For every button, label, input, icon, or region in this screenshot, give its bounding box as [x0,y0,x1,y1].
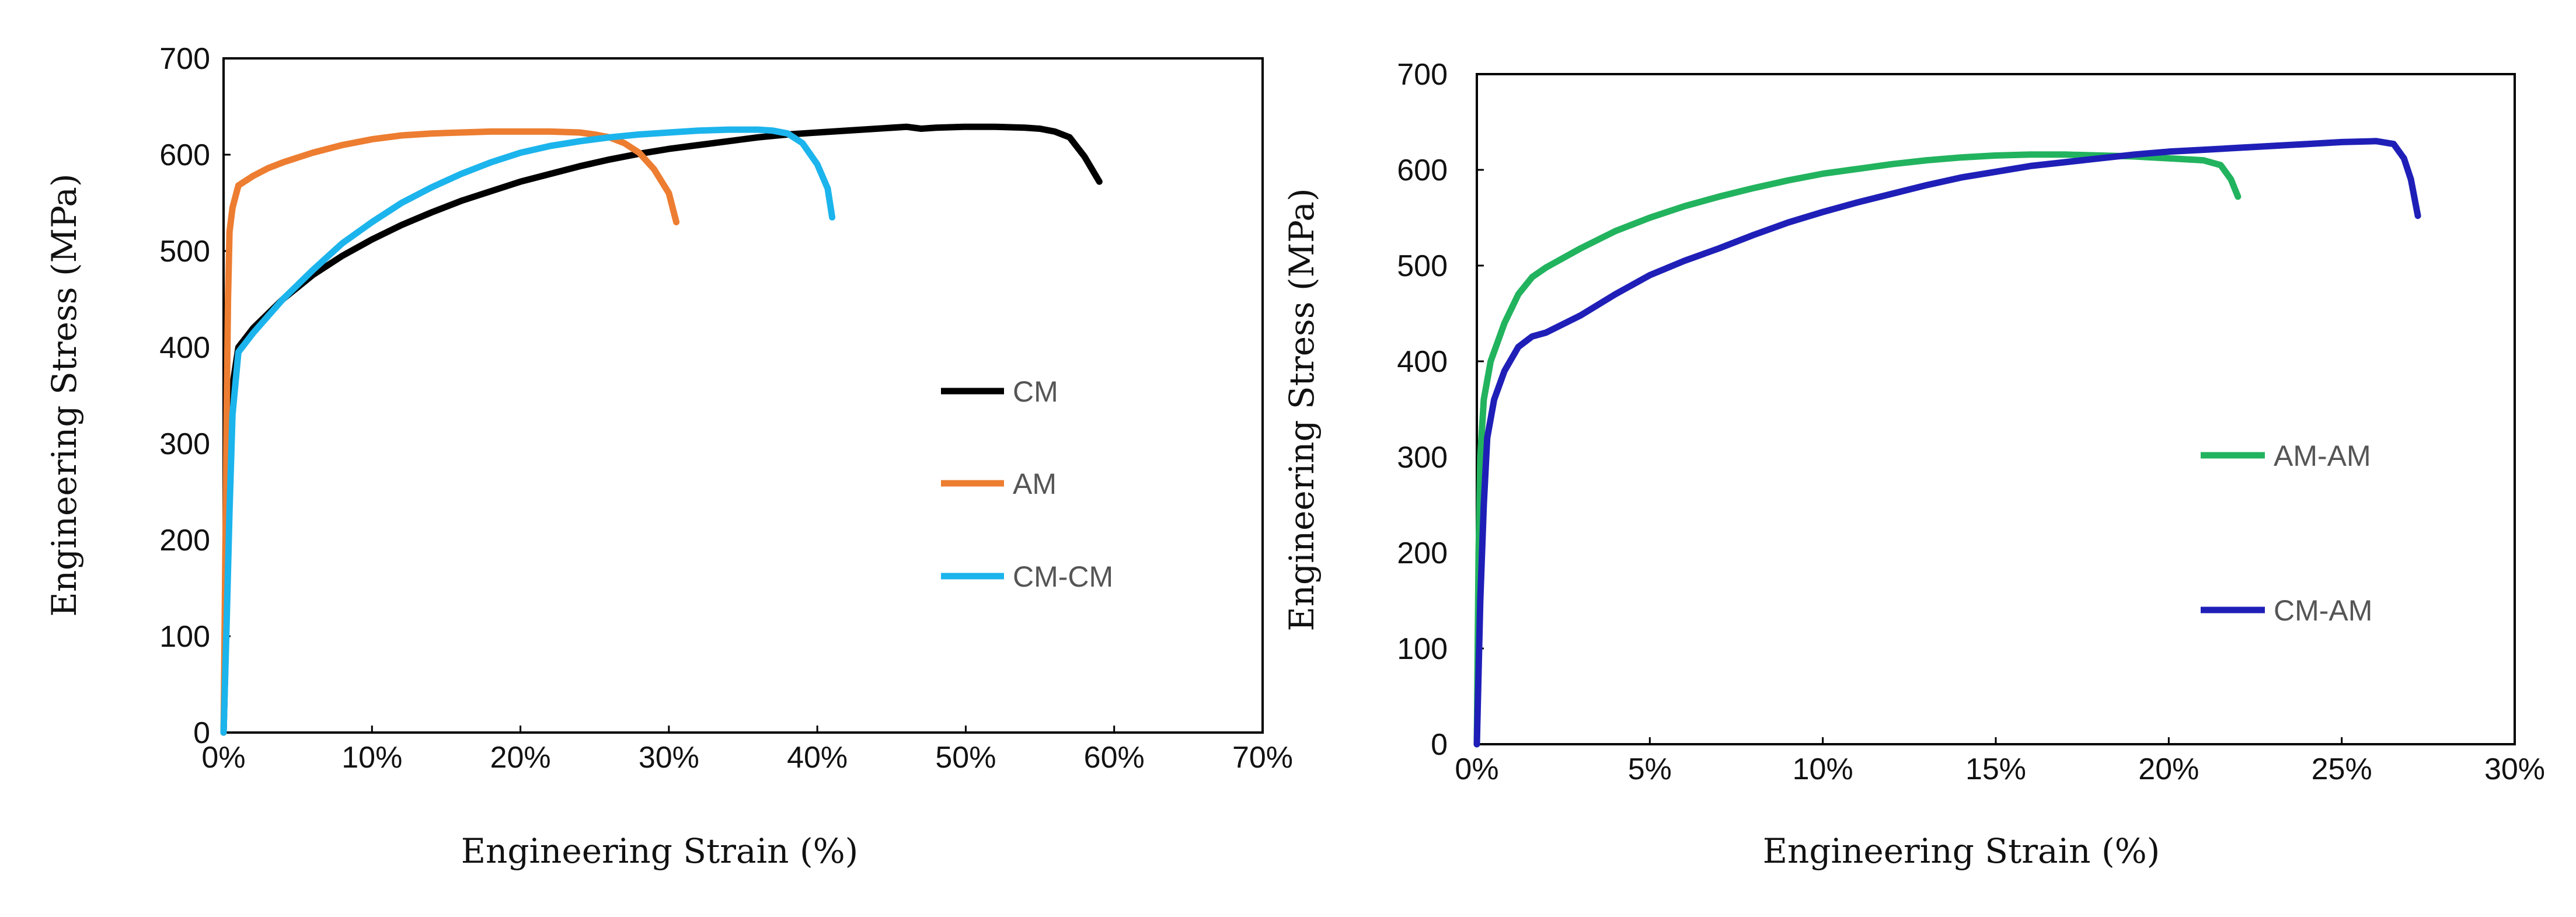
y-tick-label: 600 [159,138,210,172]
y-tick-label: 200 [159,524,210,557]
x-tick-label: 25% [2312,752,2372,786]
x-tick-label: 30% [2484,752,2545,786]
x-tick-label: 30% [639,741,699,775]
x-tick-label: 70% [1232,741,1293,775]
legend-label: AM [1013,468,1057,500]
x-ticks-right: 0% 5% 10% 15% 20% 25% 30% [1455,737,2545,786]
series-line-cm [220,123,1103,736]
x-axis-title-right: Engineering Strain (%) [1763,831,2160,871]
y-tick-label: 200 [1397,536,1448,570]
x-tick-label: 20% [2138,752,2199,786]
y-tick-label: 500 [1397,249,1448,283]
y-tick-label: 400 [159,331,210,365]
x-tick-label: 10% [1793,752,1853,786]
series-right [1473,138,2421,748]
x-tick-label: 10% [341,741,402,775]
y-tick-label: 100 [1397,632,1448,666]
y-tick-label: 100 [159,620,210,654]
y-tick-label: 0 [1431,728,1448,762]
plot-frame-left [222,57,1264,734]
y-tick-label: 300 [1397,441,1448,475]
x-tick-label: 20% [490,741,551,775]
chart-right: 0 100 200 300 400 500 600 700 0% 5% 10% 15% 20% 25% 3… [1282,58,2545,871]
x-tick-label: 0% [1455,752,1498,786]
x-ticks-left: 0% 10% 20% 30% 40% 50% 60% 70% [201,726,1293,775]
x-axis-title-left: Engineering Strain (%) [461,831,859,871]
y-ticks-left: 0 100 200 300 400 500 600 700 [159,42,231,750]
y-tick-label: 600 [1397,154,1448,187]
x-tick-label: 15% [1965,752,2026,786]
x-tick-label: 40% [787,741,848,775]
y-tick-label: 300 [159,427,210,461]
y-ticks-right: 0 100 200 300 400 500 600 700 [1397,58,1484,762]
legend-label: AM-AM [2274,440,2371,472]
y-axis-title-right: Engineering Stress (MPa) [1282,188,1322,631]
legend-left: CM AM CM-CM [941,375,1113,593]
y-axis-title-left: Engineering Stress (MPa) [44,173,84,616]
legend-label: CM-CM [1013,560,1113,593]
x-tick-label: 50% [935,741,996,775]
series-line-am [220,128,680,736]
series-line-cm-am [1473,138,2421,748]
y-tick-label: 700 [159,42,210,76]
x-tick-label: 5% [1628,752,1672,786]
series-line-am-am [1473,151,2242,748]
series-left [220,123,1103,736]
legend-label: CM-AM [2274,594,2372,627]
legend-right: AM-AM CM-AM [2201,440,2372,627]
y-tick-label: 500 [159,235,210,269]
y-tick-label: 700 [1397,58,1448,92]
legend-label: CM [1013,375,1058,408]
x-tick-label: 0% [201,741,245,775]
x-tick-label: 60% [1084,741,1145,775]
y-tick-label: 400 [1397,345,1448,379]
chart-left: 0 100 200 300 400 500 600 700 0% 10% 20% 30% 40% 50%… [44,42,1293,871]
y-tick-label: 0 [193,716,210,750]
series-line-cm-cm [220,126,836,736]
